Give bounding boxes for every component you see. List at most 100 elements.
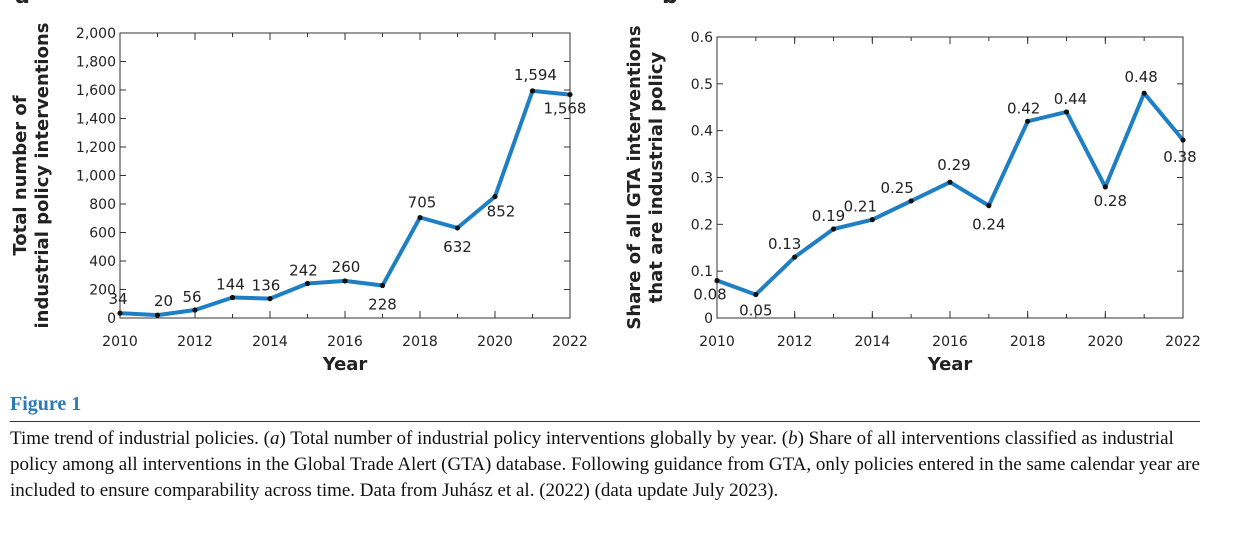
x-axis-label-a: Year	[322, 354, 368, 375]
x-tick-label: 2010	[699, 334, 735, 350]
data-point	[1063, 109, 1070, 115]
data-label: 0.42	[1007, 99, 1040, 117]
data-point	[753, 291, 759, 298]
x-tick-label: 2016	[327, 334, 363, 350]
data-label: 0.21	[844, 198, 877, 216]
caption-panel-a-ref: a	[270, 428, 280, 449]
data-label: 1,568	[544, 100, 587, 118]
x-tick-label: 2010	[102, 334, 138, 350]
x-tick-label: 2020	[1088, 334, 1124, 350]
data-point	[379, 282, 386, 289]
data-label: 228	[368, 296, 397, 314]
x-tick-label: 2022	[1165, 334, 1201, 350]
data-point	[1180, 137, 1186, 143]
data-point	[986, 203, 992, 209]
data-point	[567, 91, 573, 98]
data-label: 0.29	[937, 156, 970, 174]
y-tick-label: 0.6	[691, 30, 713, 46]
data-point	[417, 214, 423, 221]
data-label: 144	[216, 275, 245, 293]
data-point	[154, 312, 161, 318]
data-point	[529, 88, 536, 94]
data-point	[792, 254, 798, 260]
panel-letter-b: b	[662, 0, 678, 9]
x-tick-label: 2018	[1010, 334, 1046, 350]
data-label: 0.25	[880, 179, 913, 197]
data-point	[304, 280, 311, 287]
data-point	[1025, 118, 1031, 124]
y-tick-label: 0	[704, 311, 713, 327]
data-point	[869, 217, 875, 223]
caption-panel-b-ref: b	[788, 428, 798, 449]
data-label: 0.13	[768, 235, 801, 253]
data-label: 56	[182, 288, 201, 306]
x-tick-label: 2012	[177, 334, 213, 350]
data-point	[492, 193, 498, 200]
data-label: 705	[408, 194, 437, 212]
data-point	[267, 296, 273, 302]
y-tick-label: 0.5	[691, 77, 713, 93]
data-point	[714, 277, 720, 284]
data-label: 20	[154, 292, 173, 310]
data-point	[342, 278, 348, 284]
data-point	[117, 310, 123, 316]
figure-title: Figure 1	[10, 393, 82, 415]
x-tick-label: 2016	[932, 334, 968, 350]
data-point	[830, 226, 837, 232]
panel-letter-a: a	[15, 0, 30, 9]
x-tick-label: 2018	[402, 334, 438, 350]
figure-caption: Time trend of industrial policies. (a) T…	[10, 426, 1210, 504]
data-label: 0.48	[1124, 68, 1157, 86]
data-label: 0.38	[1163, 148, 1196, 166]
data-label: 34	[108, 290, 127, 308]
data-label: 0.19	[812, 207, 845, 225]
data-point	[229, 294, 236, 301]
data-point	[1102, 184, 1108, 190]
data-point	[1141, 90, 1147, 96]
data-point	[454, 225, 461, 231]
y-tick-label: 1,800	[76, 55, 116, 71]
y-tick-label: 0.3	[691, 171, 713, 187]
y-tick-label: 1,200	[76, 140, 116, 156]
caption-part: Time trend of industrial policies. (	[10, 428, 270, 449]
data-point	[947, 179, 953, 185]
data-label: 632	[443, 238, 472, 256]
caption-part: ) Total number of industrial policy inte…	[279, 428, 789, 449]
x-tick-label: 2012	[777, 334, 813, 350]
y-tick-label: 200	[89, 283, 116, 299]
data-label: 1,594	[514, 66, 557, 84]
y-tick-label: 0.1	[691, 264, 713, 280]
y-tick-label: 600	[89, 226, 116, 242]
y-tick-label: 1,000	[76, 169, 116, 185]
caption-part: ) Share of all interventions classified …	[10, 428, 1200, 501]
y-axis-label-a: industrial policy interventions	[32, 23, 53, 329]
plot-frame-b	[716, 36, 1184, 319]
y-tick-label: 0.4	[691, 124, 713, 140]
data-point	[908, 198, 914, 204]
data-label: 242	[289, 262, 318, 280]
figure-divider	[10, 421, 1200, 422]
data-label: 852	[487, 203, 516, 221]
data-label: 0.44	[1054, 90, 1087, 108]
x-tick-label: 2014	[252, 334, 288, 350]
y-tick-label: 800	[89, 197, 116, 213]
data-label: 0.05	[739, 302, 772, 320]
figure-charts: a02004006008001,0001,2001,4001,6001,8002…	[10, 0, 1201, 375]
data-label: 136	[252, 277, 281, 295]
y-axis-label-b: Share of all GTA interventions	[624, 25, 645, 329]
data-label: 260	[332, 258, 361, 276]
y-axis-label-b: that are industrial policy	[646, 51, 667, 303]
y-tick-label: 0	[107, 311, 116, 327]
y-tick-label: 2,000	[76, 26, 116, 42]
x-tick-label: 2014	[855, 334, 891, 350]
y-tick-label: 1,600	[76, 83, 116, 99]
data-label: 0.28	[1094, 192, 1127, 210]
y-axis-label-a: Total number of	[10, 95, 31, 255]
y-tick-label: 0.2	[691, 217, 713, 233]
data-point	[192, 307, 198, 313]
data-label: 0.24	[972, 216, 1005, 234]
y-tick-label: 400	[89, 254, 116, 270]
x-tick-label: 2020	[477, 334, 513, 350]
y-tick-label: 1,400	[76, 112, 116, 128]
x-tick-label: 2022	[552, 334, 588, 350]
